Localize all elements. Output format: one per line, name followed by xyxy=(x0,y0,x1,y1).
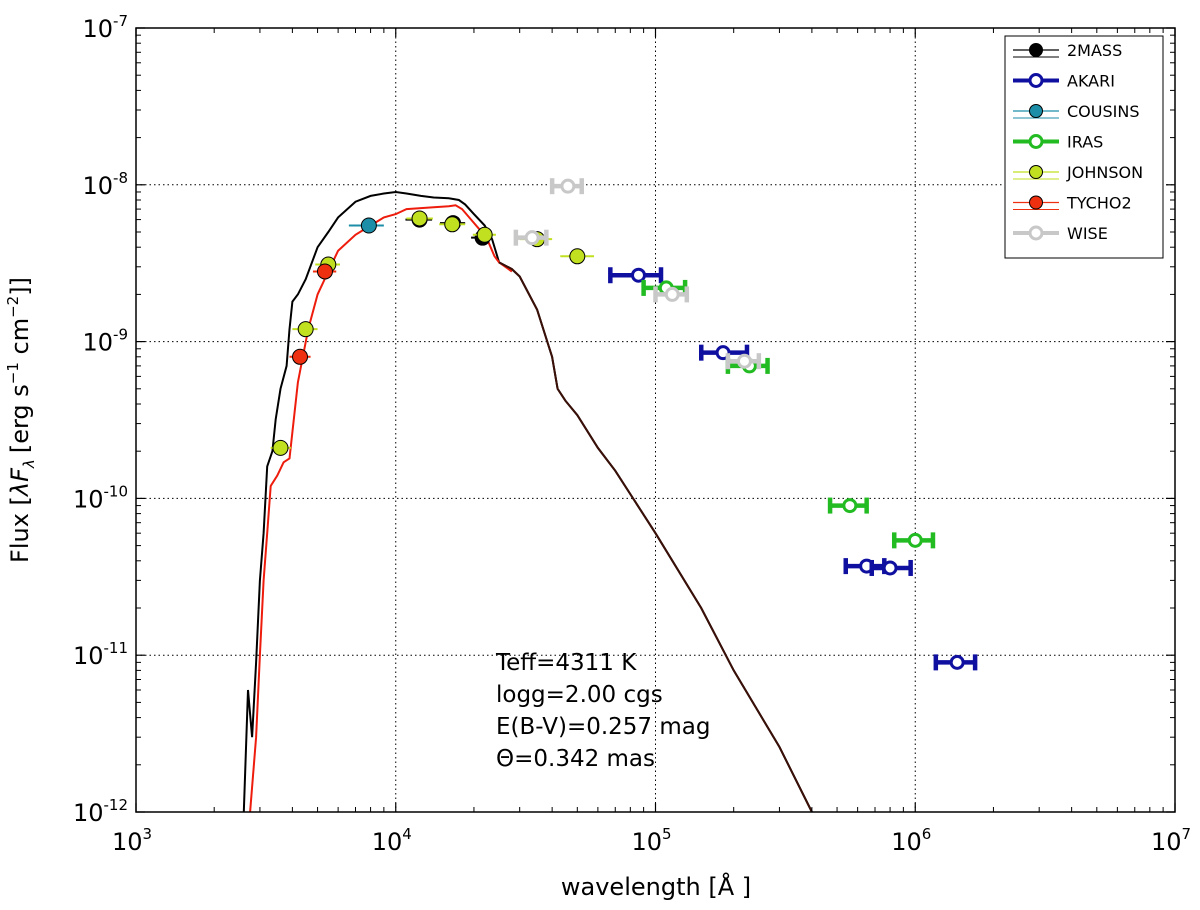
data-point xyxy=(630,267,646,283)
x-tick-label: 106 xyxy=(891,825,931,856)
legend-marker-akari xyxy=(1028,73,1044,88)
y-axis-label-prefix: Flux [ xyxy=(6,496,34,563)
data-point xyxy=(316,263,333,280)
x-tick-label: 105 xyxy=(631,825,671,856)
y-tick-label: 10-11 xyxy=(73,639,128,670)
data-point xyxy=(476,226,493,243)
annotation-teff: Teff=4311 K xyxy=(495,650,637,676)
points-layer xyxy=(270,178,978,671)
y-tick-label: 10-9 xyxy=(82,326,128,357)
data-point xyxy=(842,498,858,514)
y-axis-label-sub: λ xyxy=(20,459,38,469)
series-akari xyxy=(608,267,978,671)
data-point xyxy=(444,216,461,233)
y-axis-label-f: F xyxy=(6,467,34,482)
annotation-logg: logg=2.00 cgs xyxy=(496,682,663,708)
legend-marker-wise xyxy=(1028,225,1044,241)
x-tick-label: 107 xyxy=(1151,825,1191,856)
y-tick-label: 10-8 xyxy=(82,169,128,200)
annotation-ebv: E(B-V)=0.257 mag xyxy=(496,714,710,740)
x-axis-label: wavelength [Å ] xyxy=(561,872,751,901)
data-point xyxy=(882,560,898,576)
legend-label-wise: WISE xyxy=(1067,224,1108,243)
legend-label-tycho2: TYCHO2 xyxy=(1066,194,1132,213)
data-point xyxy=(569,248,586,265)
legend-label-akari: AKARI xyxy=(1067,72,1115,91)
legend-marker-johnson xyxy=(1029,165,1043,179)
data-point xyxy=(411,210,428,227)
model-curve-red xyxy=(249,204,513,813)
data-point xyxy=(292,348,309,365)
y-axis-label-units: [erg s xyxy=(6,384,34,453)
y-axis-label: Flux [λFλ[erg s−1 cm−2]] xyxy=(4,277,38,563)
y-axis-label-lambda: λ xyxy=(6,482,34,498)
series-cousins xyxy=(348,217,384,234)
legend-marker-2mass xyxy=(1029,43,1043,57)
y-axis-label-exp1: −1 xyxy=(4,362,22,384)
series-iras xyxy=(641,279,936,549)
y-tick-label: 10-10 xyxy=(73,482,128,513)
y-tick-label: 10-7 xyxy=(82,12,128,43)
data-point xyxy=(736,353,752,369)
model-curve-tail xyxy=(498,261,813,813)
x-tick-label: 103 xyxy=(112,825,152,856)
annotation-theta: Θ=0.342 mas xyxy=(496,746,655,772)
data-point xyxy=(907,532,923,548)
data-point xyxy=(360,217,377,234)
legend: 2MASS AKARI COUSINS IRAS JOHNSON TYCHO2 WISE xyxy=(1004,35,1164,259)
annotation-block: Teff=4311 K logg=2.00 cgs E(B-V)=0.257 m… xyxy=(495,650,710,772)
y-tick-label: 10-12 xyxy=(73,796,128,827)
tick-layer: 103 104 105 106 107 10-12 10-11 10-10 10-9 10-8 10… xyxy=(73,12,1191,856)
y-axis-label-close: ]] xyxy=(6,277,34,296)
legend-marker-tycho2 xyxy=(1029,195,1043,210)
data-point xyxy=(297,321,314,338)
series-wise xyxy=(513,178,762,370)
data-point xyxy=(272,439,289,456)
grid-layer xyxy=(136,28,1175,812)
data-point xyxy=(560,178,576,194)
data-point xyxy=(949,654,965,670)
x-tick-label: 104 xyxy=(372,825,412,856)
y-axis-label-exp2: −2 xyxy=(4,296,22,318)
data-point xyxy=(524,230,540,246)
legend-label-2mass: 2MASS xyxy=(1067,41,1122,60)
legend-label-iras: IRAS xyxy=(1067,133,1103,152)
legend-marker-iras xyxy=(1028,134,1044,149)
y-axis-label-cm: cm xyxy=(6,318,34,362)
series-tycho2 xyxy=(289,263,337,365)
data-point xyxy=(664,286,680,302)
legend-label-cousins: COUSINS xyxy=(1067,102,1139,121)
legend-marker-cousins xyxy=(1029,104,1043,118)
legend-label-johnson: JOHNSON xyxy=(1066,163,1143,182)
